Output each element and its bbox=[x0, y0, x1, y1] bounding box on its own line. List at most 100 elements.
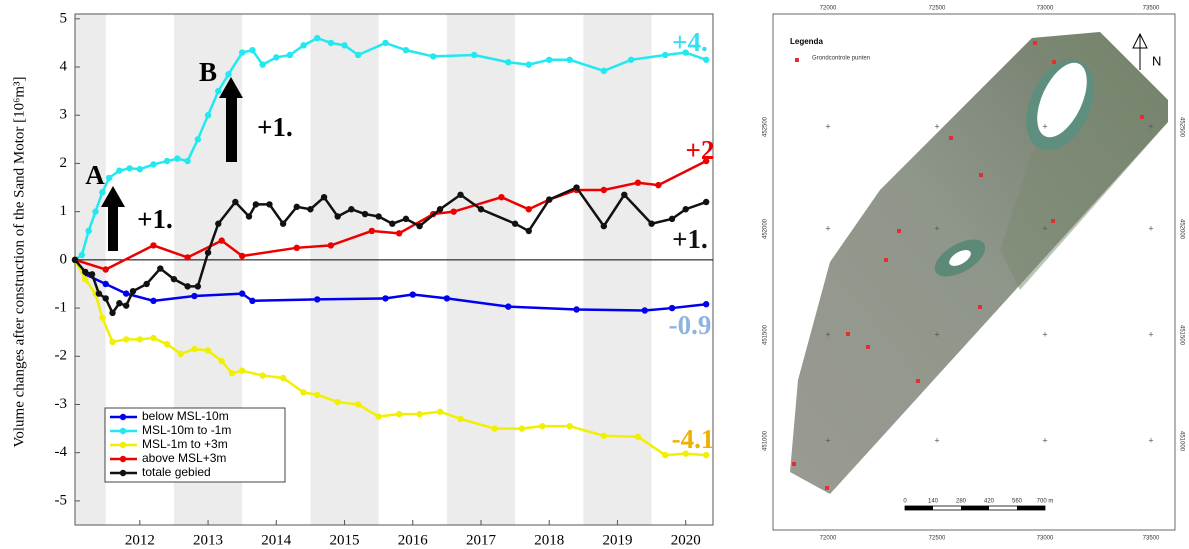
scale-label: 280 bbox=[956, 499, 967, 505]
data-point bbox=[354, 51, 362, 59]
annotation: +1. bbox=[137, 204, 173, 234]
data-point bbox=[525, 61, 532, 68]
data-point bbox=[136, 166, 144, 173]
data-point bbox=[215, 220, 222, 227]
data-point bbox=[634, 179, 642, 186]
annotation: +1. bbox=[257, 112, 293, 142]
data-point bbox=[382, 295, 389, 302]
data-point bbox=[600, 432, 608, 440]
legend-label: MSL-10m to -1m bbox=[142, 423, 231, 437]
series-lines bbox=[71, 34, 710, 459]
data-point bbox=[218, 237, 225, 244]
data-point bbox=[430, 53, 437, 60]
map-y-label: 452000 bbox=[763, 218, 769, 239]
data-point bbox=[122, 336, 130, 343]
annotation: B bbox=[199, 57, 217, 87]
data-point bbox=[143, 280, 150, 288]
data-point bbox=[682, 206, 689, 213]
data-point bbox=[78, 251, 86, 259]
scale-bar-seg bbox=[1017, 506, 1045, 510]
map-legend-title: Legenda bbox=[790, 37, 823, 46]
legend-marker bbox=[119, 413, 127, 421]
data-point bbox=[402, 215, 410, 223]
data-point bbox=[702, 56, 710, 63]
data-point bbox=[450, 208, 457, 215]
map-y-label: 451000 bbox=[763, 430, 769, 451]
map-y-label: 451000 bbox=[1178, 431, 1184, 452]
data-point bbox=[546, 196, 553, 203]
data-point bbox=[416, 410, 423, 418]
data-point bbox=[293, 244, 300, 252]
arrow-a-shaft bbox=[108, 205, 118, 251]
data-point bbox=[477, 206, 485, 213]
data-point bbox=[105, 174, 113, 182]
y-tick-label: -1 bbox=[55, 300, 68, 316]
x-tick-label: 2019 bbox=[602, 532, 632, 548]
data-point bbox=[436, 206, 444, 213]
data-point bbox=[470, 51, 478, 59]
map-x-label: 72000 bbox=[820, 6, 837, 12]
data-point bbox=[191, 292, 198, 300]
y-tick-label: 2 bbox=[60, 155, 68, 171]
data-point bbox=[122, 302, 130, 309]
map-y-label: 451500 bbox=[763, 324, 769, 345]
data-point bbox=[600, 222, 608, 230]
data-point bbox=[102, 295, 109, 302]
data-point bbox=[249, 297, 256, 305]
data-point bbox=[457, 191, 464, 198]
data-point bbox=[204, 347, 212, 354]
scale-label: 0 bbox=[903, 499, 907, 505]
data-point bbox=[82, 275, 89, 283]
aerial-dunes bbox=[1000, 32, 1168, 290]
data-point bbox=[238, 367, 246, 374]
lagoon bbox=[1037, 62, 1087, 138]
legend-marker bbox=[119, 441, 127, 449]
data-point bbox=[518, 425, 526, 432]
data-point bbox=[150, 161, 157, 168]
data-point bbox=[82, 268, 89, 276]
data-point bbox=[279, 374, 287, 382]
data-point bbox=[136, 336, 144, 343]
y-tick-label: 0 bbox=[60, 251, 68, 267]
data-point bbox=[382, 39, 389, 47]
map-y-label: 452500 bbox=[763, 116, 769, 137]
data-point bbox=[320, 193, 328, 201]
data-point bbox=[194, 136, 202, 143]
data-point bbox=[184, 283, 191, 290]
x-tick-label: 2018 bbox=[534, 532, 564, 548]
data-point bbox=[662, 451, 669, 459]
legend-label: above MSL+3m bbox=[142, 451, 226, 465]
data-point bbox=[150, 242, 157, 249]
data-point bbox=[102, 266, 109, 273]
data-point bbox=[457, 415, 464, 423]
data-point bbox=[191, 345, 198, 353]
grid-cross: + bbox=[934, 121, 939, 131]
grid-cross: + bbox=[1148, 435, 1153, 445]
data-point bbox=[99, 189, 106, 196]
data-point bbox=[314, 391, 321, 399]
data-point bbox=[668, 215, 676, 223]
y-tick-label: 4 bbox=[60, 58, 68, 74]
data-point bbox=[389, 220, 396, 227]
grid-cross: + bbox=[1148, 121, 1153, 131]
data-point bbox=[525, 227, 532, 235]
annotation: A bbox=[85, 160, 105, 190]
x-tick-label: 2015 bbox=[330, 532, 360, 548]
data-point bbox=[546, 56, 553, 63]
y-axis-label: Volume changes after construction of the… bbox=[11, 76, 27, 447]
data-point bbox=[702, 198, 710, 206]
data-point bbox=[354, 401, 362, 408]
data-point bbox=[648, 220, 655, 227]
data-point bbox=[85, 227, 92, 235]
data-point bbox=[668, 304, 676, 312]
data-point bbox=[375, 413, 382, 420]
data-point bbox=[259, 372, 266, 379]
data-point bbox=[409, 291, 416, 298]
grid-cross: + bbox=[934, 435, 939, 445]
data-point bbox=[702, 157, 710, 165]
data-point bbox=[436, 408, 444, 415]
legend-marker bbox=[119, 469, 127, 477]
map-x-label: 73000 bbox=[1037, 6, 1054, 12]
map-legend-item: Grondcontrole punten bbox=[812, 56, 870, 62]
